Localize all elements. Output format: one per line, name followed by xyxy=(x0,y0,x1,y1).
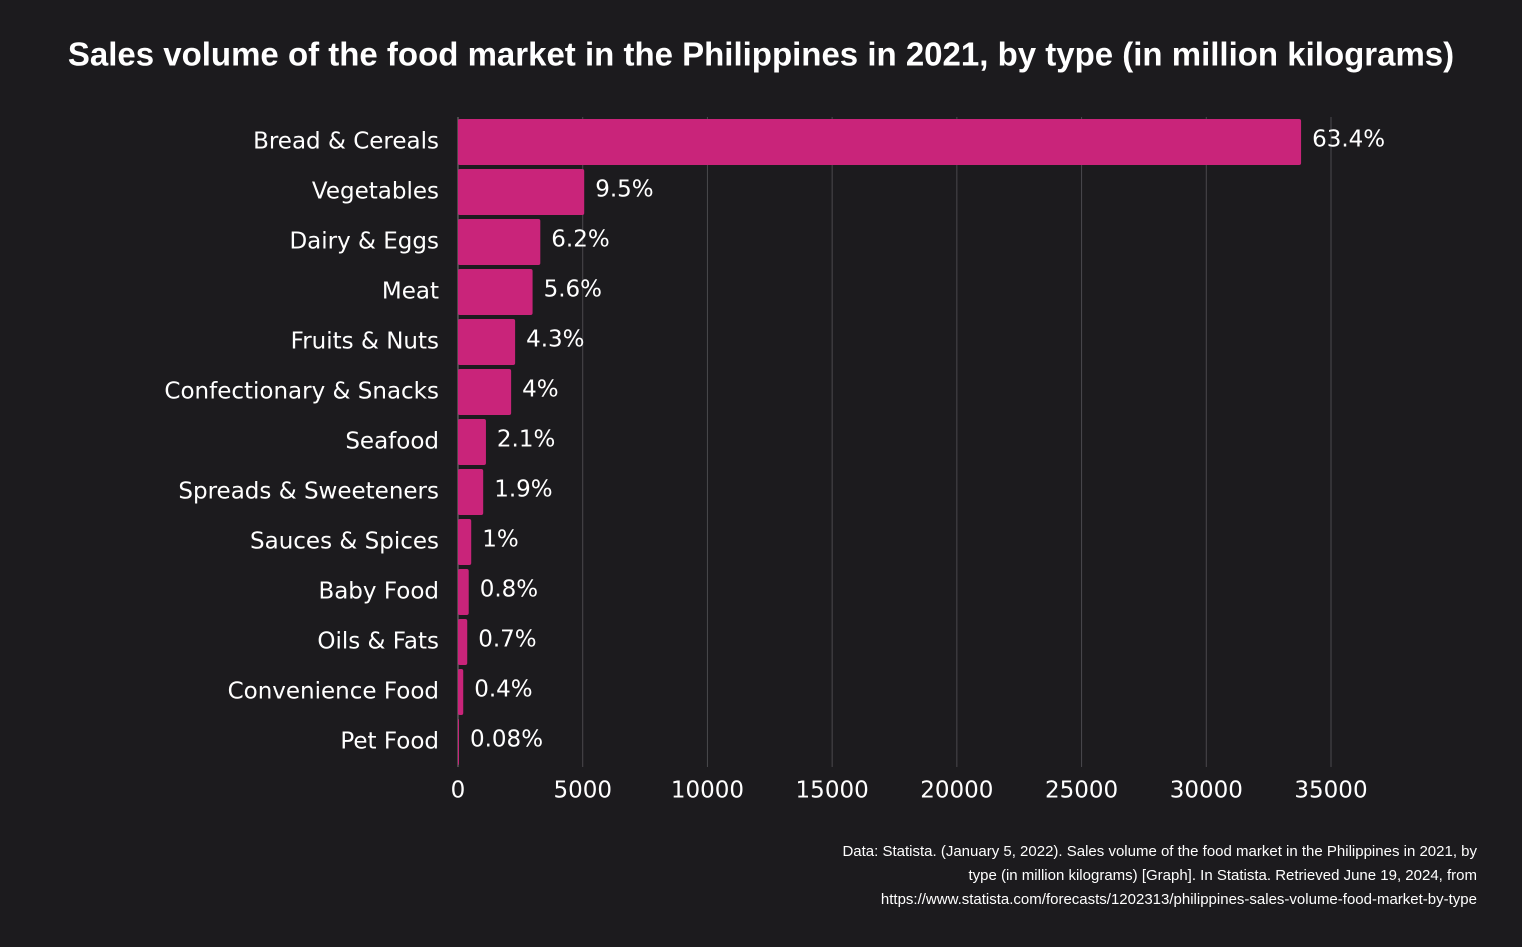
x-tick-label: 35000 xyxy=(1294,778,1367,804)
x-tick-label: 20000 xyxy=(920,778,993,804)
x-tick-label: 5000 xyxy=(553,778,612,804)
value-label: 6.2% xyxy=(551,227,609,253)
y-tick-label: Fruits & Nuts xyxy=(291,329,439,355)
y-tick-label: Baby Food xyxy=(318,579,439,605)
x-tick-label: 30000 xyxy=(1170,778,1243,804)
value-label: 9.5% xyxy=(595,177,653,203)
bar xyxy=(458,469,484,515)
source-note: Data: Statista. (January 5, 2022). Sales… xyxy=(842,843,1477,860)
y-tick-label: Bread & Cereals xyxy=(253,129,439,155)
bar xyxy=(458,169,585,215)
x-tick-label: 15000 xyxy=(796,778,869,804)
bar xyxy=(458,119,1302,165)
y-tick-label: Oils & Fats xyxy=(317,629,439,655)
y-tick-label: Meat xyxy=(382,279,439,305)
bar xyxy=(458,669,464,715)
bar xyxy=(458,269,533,315)
bar xyxy=(458,719,459,765)
bar xyxy=(458,219,541,265)
bar xyxy=(458,319,516,365)
value-label: 0.08% xyxy=(470,727,543,753)
bar xyxy=(458,419,486,465)
y-tick-label: Confectionary & Snacks xyxy=(164,379,439,405)
value-label: 2.1% xyxy=(497,427,555,453)
y-tick-label: Sauces & Spices xyxy=(250,529,439,555)
bar xyxy=(458,569,469,615)
y-tick-label: Seafood xyxy=(345,429,439,455)
bar xyxy=(458,369,512,415)
value-label: 4% xyxy=(522,377,559,403)
value-label: 4.3% xyxy=(526,327,584,353)
bar xyxy=(458,519,472,565)
chart-title: Sales volume of the food market in the P… xyxy=(68,36,1454,73)
x-tick-label: 25000 xyxy=(1045,778,1118,804)
value-label: 0.7% xyxy=(478,627,536,653)
value-label: 1% xyxy=(482,527,519,553)
value-label: 63.4% xyxy=(1312,127,1385,153)
y-tick-label: Vegetables xyxy=(312,179,439,205)
y-tick-label: Spreads & Sweeteners xyxy=(178,479,439,505)
value-label: 5.6% xyxy=(544,277,602,303)
x-tick-label: 0 xyxy=(451,778,466,804)
source-note: https://www.statista.com/forecasts/12023… xyxy=(881,891,1477,908)
bar xyxy=(458,619,468,665)
y-tick-label: Dairy & Eggs xyxy=(289,229,439,255)
value-label: 0.8% xyxy=(480,577,538,603)
value-label: 1.9% xyxy=(494,477,552,503)
value-label: 0.4% xyxy=(474,677,532,703)
x-tick-label: 10000 xyxy=(671,778,744,804)
y-tick-label: Pet Food xyxy=(340,729,439,755)
source-note: type (in million kilograms) [Graph]. In … xyxy=(968,867,1477,884)
y-tick-label: Convenience Food xyxy=(228,679,439,705)
